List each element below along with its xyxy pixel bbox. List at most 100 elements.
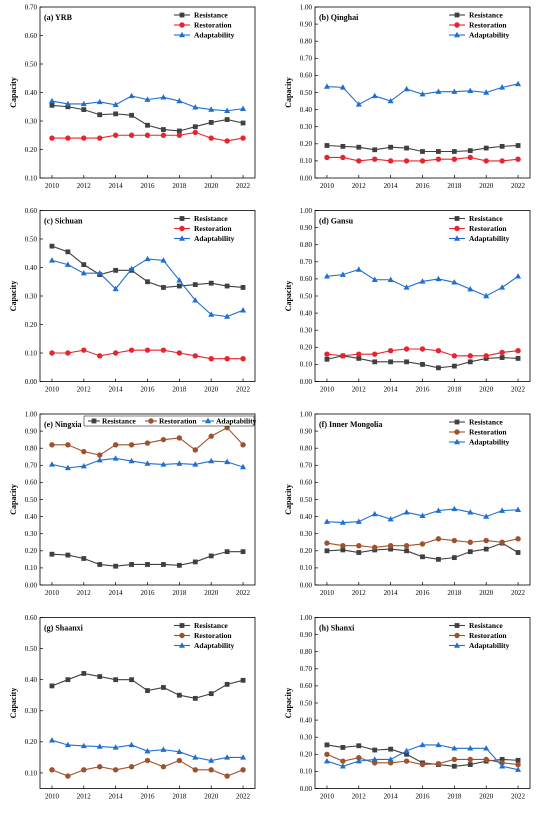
series-adaptability-line bbox=[51, 258, 244, 318]
legend-item-restoration: Restoration bbox=[174, 21, 232, 30]
series-restoration-point bbox=[176, 350, 183, 356]
y-tick-label: 0.50 bbox=[25, 496, 38, 504]
series-adaptability-point bbox=[339, 271, 346, 277]
y-tick-label: 0.10 bbox=[300, 564, 313, 572]
legend-item-restoration: Restoration bbox=[145, 417, 197, 426]
y-tick-label: 0.50 bbox=[25, 645, 38, 653]
series-restoration-point bbox=[419, 346, 426, 352]
series-adaptability-point bbox=[208, 457, 215, 464]
series-restoration-point bbox=[467, 154, 473, 161]
series-restoration-point bbox=[387, 348, 394, 354]
legend-label: Resistance bbox=[102, 417, 136, 426]
legend-label: Adaptability bbox=[194, 641, 235, 650]
series-restoration-point bbox=[81, 347, 87, 353]
legend-label: Restoration bbox=[469, 428, 507, 437]
legend-item-adaptability: Adaptability bbox=[202, 417, 257, 426]
series-resistance-point bbox=[208, 280, 214, 286]
series-resistance-point bbox=[192, 695, 198, 701]
series-restoration-point bbox=[324, 351, 330, 357]
series-restoration-point bbox=[208, 135, 214, 141]
series-resistance-point bbox=[81, 262, 87, 268]
series-adaptability-point bbox=[224, 754, 231, 760]
y-axis-label: Capacity bbox=[9, 77, 18, 108]
legend-label: Resistance bbox=[194, 11, 228, 20]
legend-swatch-marker bbox=[179, 632, 185, 639]
panel-title: (d) Gansu bbox=[319, 217, 354, 226]
series-adaptability-point bbox=[467, 285, 474, 292]
legend-swatch-marker bbox=[179, 642, 185, 648]
panel-title: (b) Qinghai bbox=[319, 13, 359, 22]
y-tick-label: 0.90 bbox=[300, 631, 313, 639]
series-adaptability-point bbox=[483, 745, 490, 751]
series-adaptability-point bbox=[419, 741, 426, 748]
series-resistance-point bbox=[224, 681, 230, 687]
series-resistance-point bbox=[388, 144, 394, 150]
legend-swatch-marker bbox=[179, 623, 185, 628]
x-tick-label: 2016 bbox=[416, 182, 431, 190]
legend-swatch-marker bbox=[454, 438, 460, 445]
series-adaptability-point bbox=[64, 261, 71, 267]
series-adaptability-point bbox=[467, 509, 474, 515]
series-adaptability-point bbox=[323, 518, 330, 524]
x-tick-label: 2010 bbox=[45, 182, 60, 190]
series-resistance-point bbox=[420, 149, 425, 154]
series-adaptability-point bbox=[48, 737, 55, 743]
series-restoration-point bbox=[49, 135, 55, 141]
series-restoration-point bbox=[515, 156, 521, 162]
series-resistance-point bbox=[192, 282, 198, 287]
series-resistance-point bbox=[176, 283, 182, 289]
legend-swatch-marker bbox=[454, 632, 460, 639]
series-resistance-point bbox=[161, 127, 166, 132]
series-resistance-point bbox=[97, 674, 103, 679]
series-adaptability-point bbox=[387, 97, 394, 104]
y-tick-label: 1.00 bbox=[300, 207, 313, 215]
legend-item-resistance: Resistance bbox=[174, 621, 228, 630]
series-restoration-point bbox=[224, 424, 230, 431]
series-restoration-point bbox=[176, 757, 183, 764]
series-restoration-point bbox=[372, 544, 378, 551]
x-tick-label: 2022 bbox=[236, 589, 251, 597]
x-tick-label: 2010 bbox=[320, 182, 335, 190]
legend-label: Restoration bbox=[194, 21, 232, 30]
series-adaptability-point bbox=[144, 460, 151, 466]
series-resistance-point bbox=[49, 243, 55, 249]
series-restoration-point bbox=[419, 158, 426, 164]
y-tick-label: 0.50 bbox=[300, 89, 313, 97]
x-tick-label: 2012 bbox=[77, 386, 92, 394]
series-adaptability-point bbox=[483, 292, 490, 299]
series-adaptability-point bbox=[467, 745, 474, 751]
y-tick-label: 0.20 bbox=[300, 344, 313, 352]
y-tick-label: 0.50 bbox=[25, 235, 38, 243]
x-tick-label: 2018 bbox=[447, 589, 462, 597]
y-tick-label: 0.30 bbox=[25, 117, 38, 125]
series-adaptability-point bbox=[224, 107, 231, 113]
y-tick-label: 0.60 bbox=[300, 72, 313, 80]
legend-item-resistance: Resistance bbox=[88, 417, 136, 426]
series-restoration-point bbox=[435, 761, 442, 767]
legend-item-restoration: Restoration bbox=[174, 631, 232, 640]
series-resistance-point bbox=[65, 677, 71, 683]
series-adaptability-point bbox=[176, 277, 183, 283]
x-tick-label: 2012 bbox=[352, 589, 367, 597]
series-adaptability-point bbox=[144, 96, 151, 102]
legend-label: Adaptability bbox=[194, 234, 235, 243]
series-restoration-point bbox=[435, 156, 442, 162]
series-restoration-point bbox=[403, 346, 410, 352]
x-tick-label: 2014 bbox=[109, 182, 124, 190]
x-tick-label: 2020 bbox=[479, 182, 494, 190]
series-adaptability-point bbox=[435, 741, 442, 748]
series-adaptability-point bbox=[499, 507, 506, 513]
legend-swatch-marker bbox=[179, 235, 185, 241]
legend-item-adaptability: Adaptability bbox=[449, 31, 510, 40]
y-tick-label: 0.60 bbox=[25, 614, 38, 622]
legend-item-resistance: Resistance bbox=[174, 11, 228, 20]
panel-title: (c) Sichuan bbox=[44, 217, 83, 226]
series-restoration-point bbox=[499, 539, 505, 545]
y-tick-label: 0.80 bbox=[25, 445, 38, 453]
panel-f-inner-mongolia: 0.00 0.10 0.20 0.30 0.40 0.50 0.60 0.70 0.80 0.90… bbox=[284, 410, 531, 597]
series-adaptability-point bbox=[499, 84, 506, 90]
series-adaptability-point bbox=[240, 307, 247, 313]
series-resistance-point bbox=[388, 746, 394, 752]
series-resistance-point bbox=[208, 553, 214, 559]
series-resistance-point bbox=[388, 359, 394, 365]
